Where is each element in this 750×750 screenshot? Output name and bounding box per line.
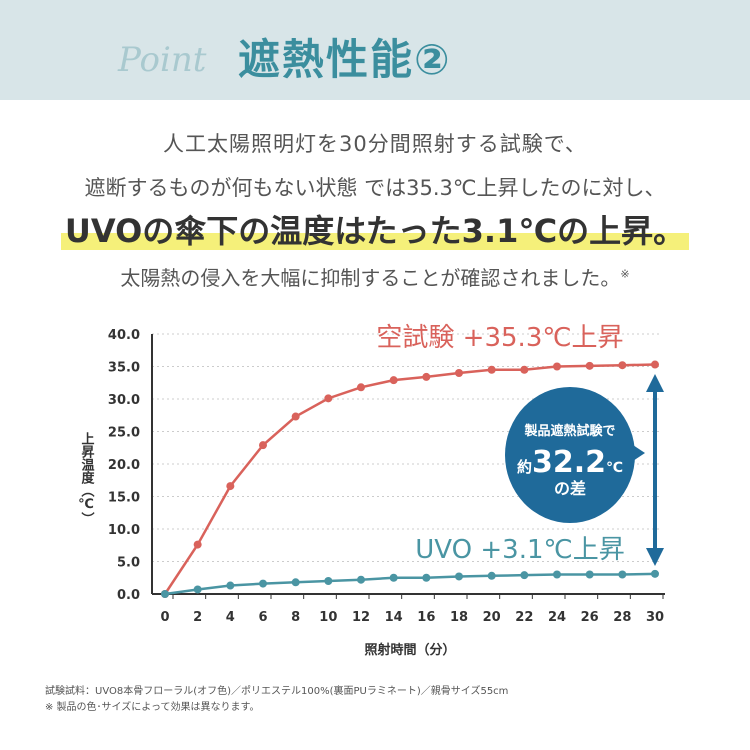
data-point [455,369,463,377]
y-tick-label: 25.0 [108,426,140,441]
data-point [422,372,431,381]
series-label-uvo: UVO +3.1℃上昇 [415,535,624,565]
body-line-4-text: 太陽熱の侵入を大幅に抑制することが確認されました。 [120,266,621,290]
highlight-text: UVOの傘下の温度はたった3.1℃の上昇。 [60,212,690,250]
data-point [422,573,431,582]
x-tick-label: 12 [352,610,370,625]
x-tick-label: 14 [385,610,403,625]
header-band [0,0,750,100]
body-line-2: 遮断するものが何もない状態 では35.3℃上昇したのに対し、 [84,176,666,200]
point-script: Point [118,40,207,80]
x-tick-label: 30 [646,610,664,625]
footnote-1: 試験試料：UVO8本骨フローラル(オフ色)／ポリエステル100%(裏面PUラミネ… [45,686,509,697]
series-label-control: 空試験 +35.3℃上昇 [376,323,623,353]
data-point [618,570,627,579]
data-point [487,365,496,374]
data-point [324,577,333,585]
x-tick-label: 18 [450,610,468,625]
data-point [259,579,267,588]
series-line-0 [163,363,656,595]
x-tick-label: 28 [613,610,631,625]
highlight-line: UVOの傘下の温度はたった3.1℃の上昇。 [0,206,750,252]
footnote-2: ※ 製品の色･サイズによって効果は異なります。 [45,702,260,713]
data-point [291,578,300,587]
difference-bubble: 製品遮熱試験で 約32.2℃ の差 [505,387,645,523]
data-point [357,575,365,584]
data-point [651,360,659,369]
y-tick-label: 35.0 [108,361,140,376]
y-tick-label: 30.0 [108,393,140,408]
data-point [193,540,202,549]
x-tick-label: 26 [581,610,599,625]
data-point [226,482,235,491]
x-tick-label: 22 [515,610,533,625]
y-tick-label: 20.0 [108,458,140,473]
series-line-1 [164,572,656,596]
data-point [226,581,235,590]
data-point [553,570,561,579]
y-tick-label: 15.0 [108,491,140,506]
data-point [520,365,529,374]
data-point [291,412,300,421]
page-title: 遮熱性能② [238,35,452,84]
x-tick-label: 20 [483,610,501,625]
bubble-suffix: の差 [554,479,586,498]
data-point [324,394,333,403]
data-point [585,570,594,579]
data-point [193,585,202,594]
y-tick-label: 0.0 [117,588,140,603]
x-tick-label: 6 [258,610,267,625]
bubble-value: 約32.2℃ [517,445,623,480]
x-tick-label: 0 [160,610,169,625]
data-point [455,572,463,581]
data-point [585,361,594,370]
body-line-1: 人工太陽照明灯を30分間照射する試験で、 [163,132,587,156]
data-point [487,571,496,580]
x-axis-label: 照射時間（分） [364,642,455,658]
x-tick-label: 8 [291,610,300,625]
difference-arrow [646,374,664,566]
x-tick-label: 4 [226,610,235,625]
data-point [161,590,169,598]
data-point [389,573,398,582]
y-tick-label: 5.0 [117,556,140,571]
note-mark: ※ [620,267,630,281]
data-point [357,383,365,392]
y-tick-label: 40.0 [108,328,140,343]
data-point [553,362,561,371]
x-tick-label: 2 [193,610,202,625]
y-tick-label: 10.0 [108,523,140,538]
x-tick-label: 10 [319,610,337,625]
x-tick-label: 16 [417,610,435,625]
data-point [651,569,659,578]
data-point [520,571,529,580]
data-point [389,376,398,385]
bubble-line-1: 製品遮熱試験で [523,423,615,439]
y-axis-label: 上昇温度（℃） [78,432,95,525]
x-tick-label: 24 [548,610,566,625]
body-line-4: 太陽熱の侵入を大幅に抑制することが確認されました。※ [0,262,750,291]
data-point [259,441,267,450]
data-point [618,361,627,370]
